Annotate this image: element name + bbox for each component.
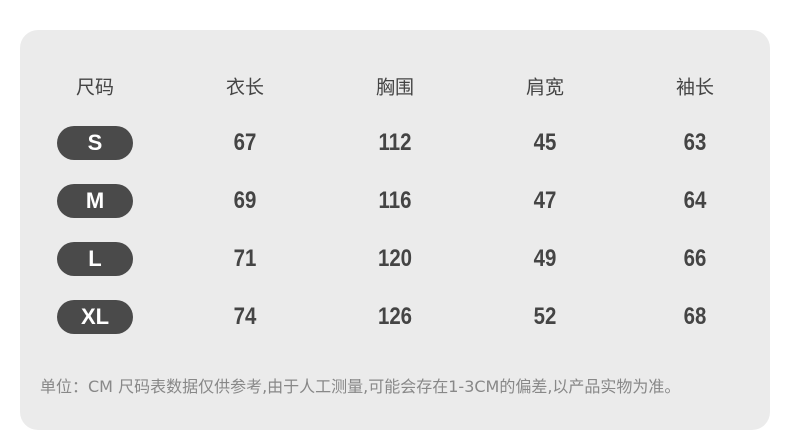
measurement: 49 [533, 245, 557, 272]
measurement: 66 [683, 245, 707, 272]
measurement: 112 [378, 129, 412, 156]
size-badge: S [57, 126, 133, 160]
measurement: 74 [233, 303, 257, 330]
measurement: 52 [533, 303, 557, 330]
measurement: 71 [233, 245, 257, 272]
note: 单位：CM 尺码表数据仅供参考,由于人工测量,可能会存在1-3CM的偏差,以产品… [40, 377, 681, 396]
measurement: 45 [533, 129, 557, 156]
page: {"table": { "header": ["尺码", "衣长", "胸围",… [20, 30, 770, 430]
measurement: 64 [683, 187, 707, 214]
measurement: 116 [378, 187, 412, 214]
size-badge: M [57, 184, 133, 218]
column-header: 衣长 [225, 76, 264, 99]
measurement: 67 [233, 129, 257, 156]
size-table-panel [20, 30, 770, 430]
measurement: 68 [683, 303, 707, 330]
column-header: 袖长 [675, 76, 714, 99]
size-badge: L [57, 242, 133, 276]
measurement: 47 [533, 187, 557, 214]
measurement: 120 [377, 245, 413, 272]
column-header: 尺码 [75, 76, 114, 99]
measurement: 63 [683, 129, 707, 156]
column-header: 肩宽 [525, 76, 564, 99]
measurement: 126 [377, 303, 413, 330]
size-badge: XL [57, 300, 133, 334]
measurement: 69 [233, 187, 257, 214]
column-header: 胸围 [375, 76, 414, 99]
